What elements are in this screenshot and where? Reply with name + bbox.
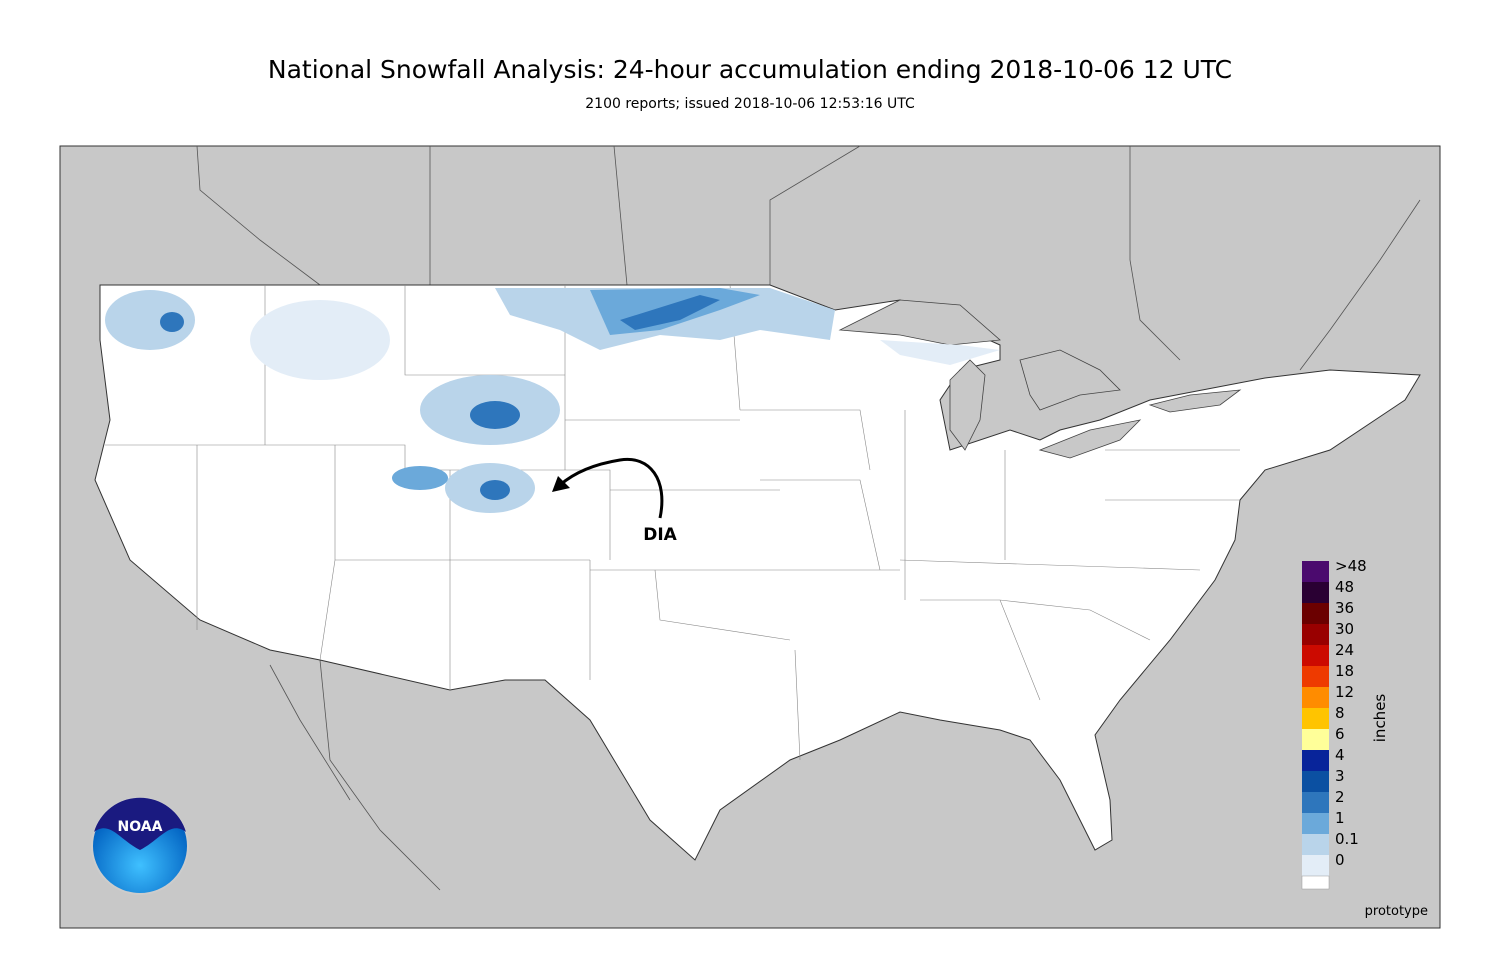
legend-label: 18 — [1335, 662, 1354, 680]
snowfall-shading — [105, 288, 1000, 513]
snow-area — [105, 290, 195, 350]
legend-unit: inches — [1371, 694, 1389, 743]
legend-swatch — [1302, 603, 1329, 624]
lake-superior — [838, 299, 1001, 346]
legend-swatch — [1302, 729, 1329, 750]
legend-label: 12 — [1335, 683, 1354, 701]
map: DIA NOAA prototype >48 48 36 30 24 18 12 8 6 4 3 2 1… — [59, 145, 1441, 929]
snow-area — [250, 300, 390, 380]
lake-huron — [1019, 349, 1121, 411]
snow-area — [620, 295, 720, 330]
annotation-label: DIA — [643, 525, 677, 545]
legend-swatch — [1302, 771, 1329, 792]
subtitle: 2100 reports; issued 2018-10-06 12:53:16… — [585, 96, 915, 112]
legend-swatch — [1302, 813, 1329, 834]
legend-label: 0 — [1335, 851, 1345, 869]
legend-swatch — [1302, 792, 1329, 813]
legend-swatch-base — [1301, 875, 1330, 890]
great-lakes — [838, 299, 1242, 459]
footnote: prototype — [1365, 904, 1428, 919]
legend-label: >48 — [1335, 557, 1367, 575]
legend: >48 48 36 30 24 18 12 8 6 4 3 2 1 0.1 0 inches — [1301, 557, 1389, 890]
legend-swatch — [1302, 687, 1329, 708]
legend-swatch — [1302, 708, 1329, 729]
legend-label: 0.1 — [1335, 830, 1359, 848]
legend-swatch — [1302, 855, 1329, 876]
legend-label: 1 — [1335, 809, 1345, 827]
snow-area — [480, 480, 510, 500]
legend-label: 3 — [1335, 767, 1345, 785]
legend-label: 24 — [1335, 641, 1354, 659]
legend-label: 4 — [1335, 746, 1345, 764]
snow-area — [160, 312, 184, 332]
dia-annotation: DIA — [552, 457, 678, 545]
conus — [94, 284, 1421, 861]
legend-swatch — [1302, 624, 1329, 645]
legend-swatch — [1302, 561, 1329, 582]
legend-label: 8 — [1335, 704, 1345, 722]
legend-swatch — [1302, 645, 1329, 666]
snow-area — [880, 340, 1000, 365]
legend-swatch — [1302, 666, 1329, 687]
legend-label: 2 — [1335, 788, 1345, 806]
snow-area — [470, 401, 520, 429]
logo-text: NOAA — [118, 819, 163, 835]
legend-label: 30 — [1335, 620, 1354, 638]
legend-swatch — [1302, 582, 1329, 603]
legend-label: 36 — [1335, 599, 1354, 617]
legend-swatch — [1302, 834, 1329, 855]
logo-top — [94, 797, 186, 850]
baja-coast — [269, 659, 441, 891]
arrow-head — [552, 476, 570, 492]
lake-ontario — [1148, 389, 1242, 413]
lake-erie — [1038, 419, 1142, 459]
legend-label: 6 — [1335, 725, 1345, 743]
legend-label: 48 — [1335, 578, 1354, 596]
lake-michigan — [949, 359, 986, 451]
legend-swatch — [1302, 750, 1329, 771]
noaa-logo: NOAA — [91, 797, 189, 895]
annotation-arrow — [559, 457, 664, 519]
province-lines — [196, 145, 1421, 371]
snow-area — [392, 466, 448, 490]
canada-mexico-borders — [196, 145, 1421, 891]
title: National Snowfall Analysis: 24-hour accu… — [268, 55, 1232, 84]
